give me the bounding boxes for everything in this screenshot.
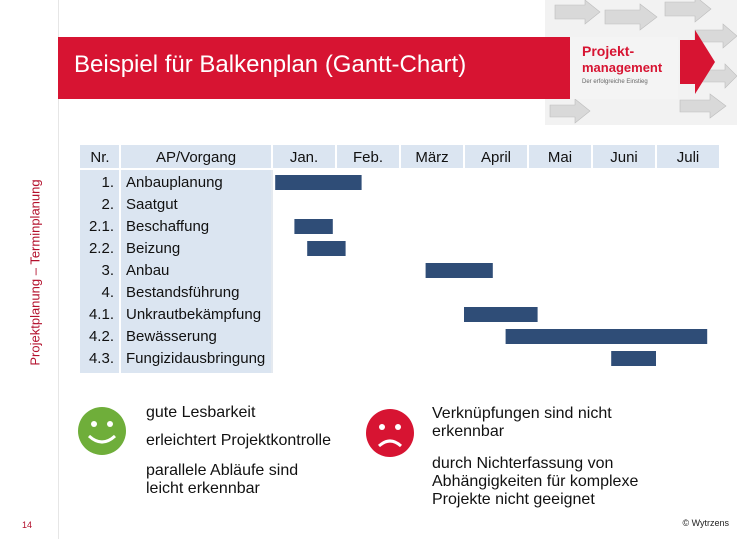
- row-number: 4.3.: [89, 350, 114, 367]
- month-label: Mai: [548, 149, 572, 166]
- month-label: März: [415, 149, 448, 166]
- row-number: 2.: [101, 196, 114, 213]
- row-task: Saatgut: [126, 196, 179, 213]
- month-label: Juli: [677, 149, 700, 166]
- row-task: Anbau: [126, 262, 169, 279]
- pros-item: erleichtert Projektkontrolle: [146, 432, 331, 449]
- row-number: 2.2.: [89, 240, 114, 257]
- gantt-bar: [294, 219, 333, 234]
- row-number: 4.1.: [89, 306, 114, 323]
- left-sidebar: Projektplanung – Terminplanung 14: [0, 0, 59, 539]
- row-number: 4.: [101, 284, 114, 301]
- month-label: Juni: [610, 149, 638, 166]
- row-number: 1.: [101, 174, 114, 191]
- row-task: Anbauplanung: [126, 174, 223, 191]
- logo-line-1: Projekt-: [582, 43, 635, 59]
- gantt-bar: [307, 241, 346, 256]
- task-column-background: [80, 145, 272, 373]
- logo: Projekt- management Der erfolgreiche Ein…: [570, 37, 678, 99]
- row-task: Bestandsführung: [126, 284, 239, 301]
- pros-item: parallele Abläufe sind leicht erkennbar: [146, 462, 299, 497]
- happy-face-icon: [78, 407, 126, 455]
- slide-title: Beispiel für Balkenplan (Gantt-Chart): [74, 51, 467, 78]
- gantt-bar: [425, 263, 493, 278]
- gantt-chart: Nr. AP/Vorgang Jan. Feb. März April Mai Juni Jul…: [80, 145, 721, 373]
- row-number: 2.1.: [89, 218, 114, 235]
- gantt-bar: [611, 351, 656, 366]
- gantt-bar: [505, 329, 708, 344]
- row-task: Beizung: [126, 240, 180, 257]
- row-number: 4.2.: [89, 328, 114, 345]
- decorative-arrows-image: [545, 0, 737, 125]
- header-nr: Nr.: [90, 149, 109, 166]
- row-task: Unkrautbekämpfung: [126, 306, 261, 323]
- logo-line-3: Der erfolgreiche Einstieg: [582, 79, 648, 85]
- cons-item: Verknüpfungen sind nicht erkennbar: [432, 405, 612, 440]
- cons-item: durch Nichterfassung von Abhängigkeiten f…: [432, 455, 639, 508]
- sad-face-icon: [366, 409, 414, 457]
- row-task: Fungizidausbringung: [126, 350, 265, 367]
- title-band: Beispiel für Balkenplan (Gantt-Chart): [58, 37, 570, 99]
- row-task: Bewässerung: [126, 328, 217, 345]
- pros-item: gute Lesbarkeit: [146, 404, 256, 421]
- month-label: Feb.: [353, 149, 383, 166]
- header-task: AP/Vorgang: [156, 149, 236, 166]
- row-number: 3.: [101, 262, 114, 279]
- row-task: Beschaffung: [126, 218, 209, 235]
- copyright: © Wytrzens: [682, 518, 729, 528]
- page-number: 14: [22, 520, 33, 530]
- side-title: Projektplanung – Terminplanung: [27, 179, 43, 366]
- month-label: April: [481, 149, 511, 166]
- gantt-bar: [275, 175, 362, 190]
- logo-line-2: management: [582, 60, 663, 75]
- gantt-bar: [464, 307, 538, 322]
- month-label: Jan.: [290, 149, 318, 166]
